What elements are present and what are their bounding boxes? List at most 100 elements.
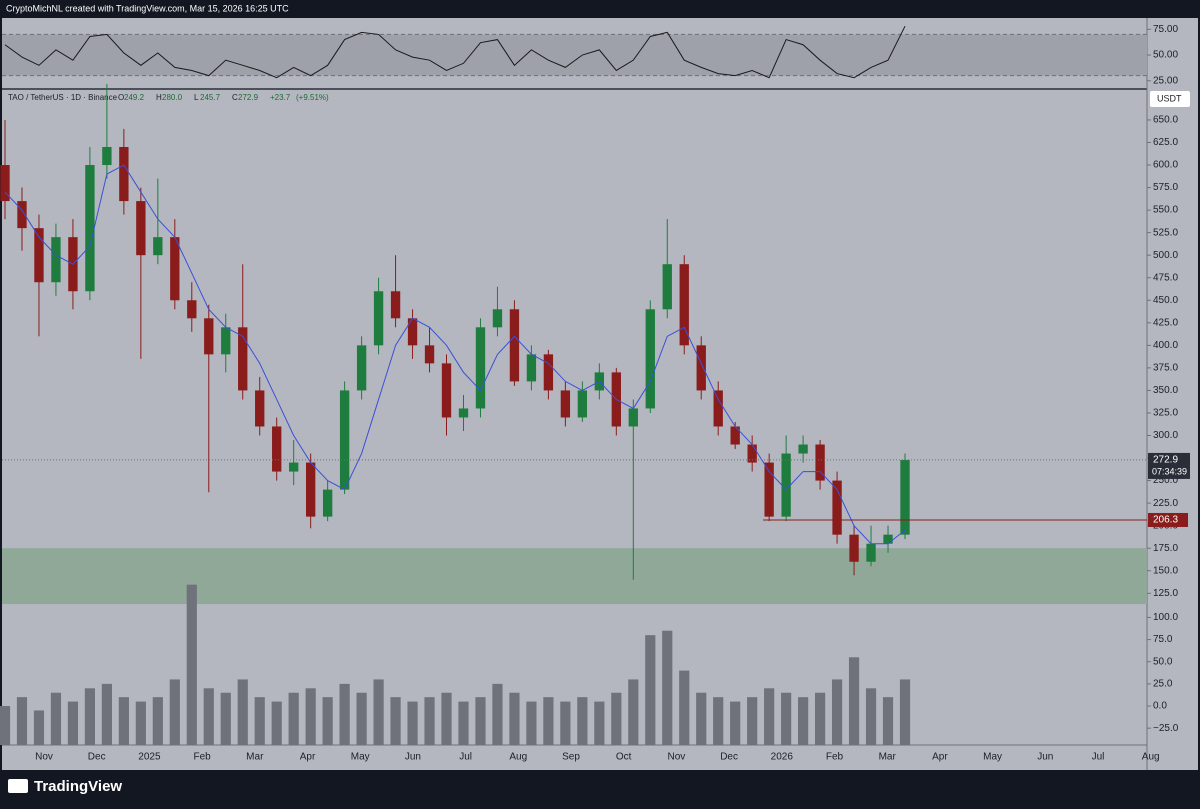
volume-bar xyxy=(526,701,537,745)
volume-bar xyxy=(628,679,639,745)
candle-body xyxy=(526,354,537,382)
candle-body xyxy=(187,300,197,319)
y-tick-label: 300.0 xyxy=(1153,430,1178,441)
volume-bar xyxy=(152,697,163,745)
candle-body xyxy=(0,165,10,202)
x-tick-label: Jun xyxy=(1037,752,1053,763)
legend-key: C xyxy=(232,93,238,102)
y-tick-label: 150.0 xyxy=(1153,565,1178,576)
currency-box[interactable] xyxy=(1150,91,1190,107)
volume-bar xyxy=(322,697,333,745)
y-tick-label: 600.0 xyxy=(1153,160,1178,171)
volume-bar xyxy=(865,688,877,745)
level-label: 206.3 xyxy=(1153,515,1178,526)
volume-bar xyxy=(662,630,673,745)
header-text: CryptoMichNL created with TradingView.co… xyxy=(6,3,289,13)
x-tick-label: Mar xyxy=(246,752,264,763)
candle-body xyxy=(798,444,808,454)
candle-body xyxy=(272,426,282,472)
volume-bar xyxy=(390,697,401,745)
candle-body xyxy=(628,408,638,427)
x-tick-label: 2026 xyxy=(771,752,794,763)
candle-body xyxy=(458,408,469,418)
y-tick-label: 50.00 xyxy=(1153,50,1178,61)
candle-body xyxy=(543,354,554,391)
y-tick-label: 425.0 xyxy=(1153,317,1178,328)
candle-body xyxy=(577,390,588,418)
volume-bar xyxy=(186,584,197,745)
y-tick-label: 125.0 xyxy=(1153,588,1178,599)
volume-bar xyxy=(458,701,469,745)
volume-bar xyxy=(696,692,707,745)
legend-key: H xyxy=(156,93,162,102)
volume-bar xyxy=(373,679,384,745)
candle-body xyxy=(849,534,859,562)
candle-body xyxy=(238,327,248,391)
change-pct: (+9.51%) xyxy=(296,93,329,102)
moving-average xyxy=(4,164,906,545)
volume-bar xyxy=(16,697,28,745)
volume-bar xyxy=(611,692,622,745)
candle-body xyxy=(170,237,180,301)
y-tick-label: 225.0 xyxy=(1153,498,1178,509)
volume-bar xyxy=(288,692,299,745)
volume-bar xyxy=(305,688,316,745)
volume-bar xyxy=(118,697,129,745)
chart-bg xyxy=(2,18,1198,770)
volume-bar xyxy=(0,706,11,745)
volume-bar xyxy=(781,692,792,745)
legend-key: O xyxy=(118,93,124,102)
candle-body xyxy=(85,165,95,292)
y-tick-label: 0.0 xyxy=(1153,701,1167,712)
y-tick-label: 500.0 xyxy=(1153,250,1178,261)
candle-body xyxy=(764,462,774,517)
candle-body xyxy=(356,345,367,391)
volume-bar xyxy=(203,688,214,745)
volume-bar xyxy=(899,679,911,745)
volume-bar xyxy=(798,697,809,745)
y-tick-label: 400.0 xyxy=(1153,340,1178,351)
x-tick-label: Jul xyxy=(1092,752,1105,763)
y-tick-label: 100.0 xyxy=(1153,612,1178,623)
x-tick-label: Apr xyxy=(932,752,948,763)
x-tick-label: Nov xyxy=(35,752,53,763)
x-tick-label: 2025 xyxy=(138,752,161,763)
volume-bar xyxy=(713,697,724,745)
legend-title: TAO / TetherUS · 1D · Binance xyxy=(8,93,118,102)
volume-bar xyxy=(339,683,350,745)
rsi-line xyxy=(4,25,906,79)
volume-bar xyxy=(237,679,248,745)
legend-value: 280.0 xyxy=(162,93,183,102)
candle-body xyxy=(407,318,418,346)
volume-bar xyxy=(747,697,758,745)
y-tick-label: 25.00 xyxy=(1153,75,1178,86)
volume-bar xyxy=(815,692,826,745)
volume-bar xyxy=(441,692,452,745)
y-tick-label: 25.0 xyxy=(1153,679,1173,690)
candle-body xyxy=(747,444,757,463)
x-tick-label: May xyxy=(351,752,370,763)
candle-body xyxy=(289,462,299,472)
volume-bar xyxy=(424,697,435,745)
volume-bar xyxy=(882,697,894,745)
candle-body xyxy=(492,309,503,328)
y-tick-label: 550.0 xyxy=(1153,205,1178,216)
candle-body xyxy=(560,390,571,418)
countdown: 07:34:39 xyxy=(1152,466,1187,476)
candle-body xyxy=(102,146,112,166)
candle-body xyxy=(866,543,876,562)
candle-body xyxy=(119,146,129,202)
change: +23.7 xyxy=(270,93,291,102)
currency[interactable]: USDT xyxy=(1157,93,1182,103)
rsi-band xyxy=(2,34,1147,76)
volume-bar xyxy=(271,701,282,745)
last-price-tag xyxy=(1148,452,1190,479)
volume-bar xyxy=(764,688,775,745)
x-tick-label: Jul xyxy=(459,752,472,763)
volume-bar xyxy=(254,697,265,745)
volume-bar xyxy=(356,692,367,745)
legend-key: L xyxy=(194,93,199,102)
x-tick-label: Feb xyxy=(193,752,211,763)
y-tick-label: 450.0 xyxy=(1153,295,1178,306)
